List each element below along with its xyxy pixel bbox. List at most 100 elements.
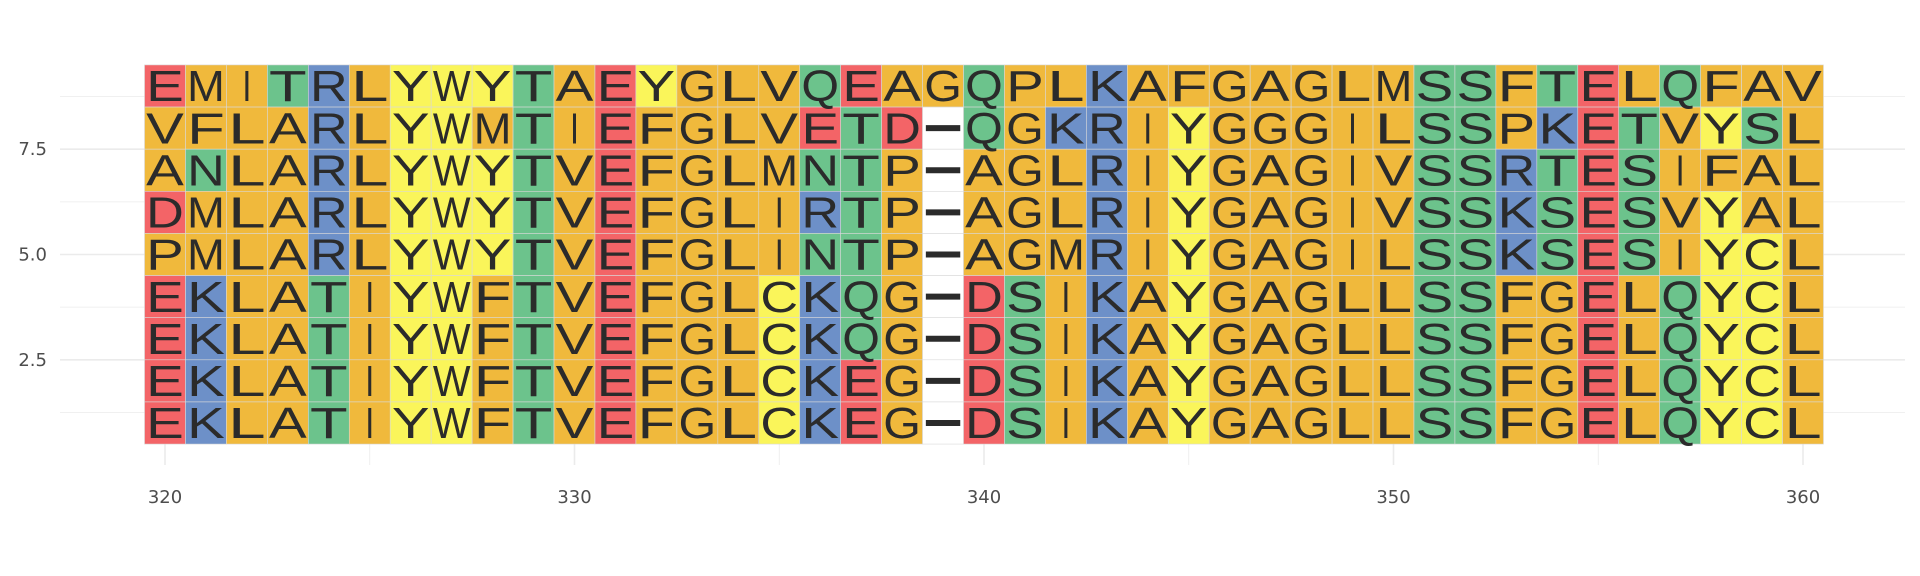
residue-letter: Y: [474, 146, 512, 195]
residue-letter: G: [1293, 273, 1331, 322]
residue-letter: S: [1457, 357, 1495, 406]
residue-letter: K: [1047, 104, 1085, 153]
residue-letter: S: [1457, 399, 1495, 448]
residue-tile: [430, 233, 473, 276]
residue-tile: [1454, 106, 1497, 150]
residue-letter: I: [1061, 273, 1070, 322]
residue-letter: P: [883, 146, 921, 195]
gap-mark: [925, 167, 961, 174]
residue-letter: K: [187, 273, 225, 322]
residue-tile: [1086, 106, 1128, 150]
residue-tile: [1782, 191, 1824, 234]
residue-tile: [430, 148, 473, 192]
residue-tile: [1045, 106, 1087, 150]
residue-tile: [512, 64, 555, 108]
residue-letter: G: [1538, 399, 1576, 448]
residue-tile: [512, 401, 555, 445]
residue-tile: [471, 148, 514, 192]
residue-letter: Y: [1170, 399, 1208, 448]
residue-tile: [676, 148, 719, 192]
residue-letter: R: [1088, 104, 1126, 153]
residue-letter: A: [1129, 315, 1167, 364]
residue-letter: F: [1498, 273, 1536, 322]
residue-letter: G: [1211, 104, 1249, 153]
residue-tile: [1045, 401, 1087, 445]
residue-tile: [963, 233, 1005, 276]
residue-letter: T: [310, 315, 348, 364]
residue-letter: V: [1375, 189, 1413, 238]
residue-tile: [594, 317, 637, 361]
residue-letter: Y: [392, 399, 430, 448]
residue-letter: G: [679, 399, 717, 448]
residue-tile: [1004, 148, 1046, 192]
residue-letter: T: [1620, 104, 1658, 153]
residue-tile: [594, 233, 637, 276]
residue-letter: E: [1579, 231, 1617, 280]
residue-letter: G: [1006, 189, 1044, 238]
residue-letter: G: [1211, 357, 1249, 406]
residue-tile: [717, 148, 760, 192]
residue-letter: L: [1784, 315, 1822, 364]
residue-letter: E: [1579, 399, 1617, 448]
residue-tile: [308, 401, 350, 445]
residue-letter: S: [1743, 104, 1781, 153]
residue-letter: A: [965, 146, 1003, 195]
gap-mark: [925, 293, 961, 300]
residue-letter: E: [597, 104, 635, 153]
residue-letter: T: [310, 399, 348, 448]
residue-tile: [389, 317, 432, 361]
residue-letter: R: [1088, 146, 1126, 195]
residue-letter: Y: [474, 189, 512, 238]
residue-letter: G: [679, 62, 717, 111]
residue-tile: [267, 64, 309, 108]
residue-letter: A: [1129, 399, 1167, 448]
residue-letter: S: [1006, 273, 1044, 322]
residue-letter: F: [474, 357, 512, 406]
residue-letter: K: [1498, 189, 1536, 238]
residue-tile: [1577, 359, 1620, 403]
residue-letter: Y: [392, 273, 430, 322]
residue-letter: S: [1457, 104, 1495, 153]
residue-letter: K: [1088, 399, 1126, 448]
residue-letter: C: [760, 315, 798, 364]
residue-letter: R: [310, 231, 348, 280]
residue-tile: [758, 359, 801, 403]
residue-letter: L: [1784, 189, 1822, 238]
residue-letter: G: [1006, 231, 1044, 280]
residue-tile: [1004, 191, 1046, 234]
residue-letter: G: [1538, 315, 1576, 364]
residue-tile: [717, 64, 760, 108]
residue-letter: R: [310, 189, 348, 238]
residue-tile: [594, 359, 637, 403]
residue-letter: Y: [474, 231, 512, 280]
residue-letter: S: [1416, 62, 1454, 111]
residue-letter: L: [1620, 315, 1658, 364]
residue-letter: I: [242, 62, 251, 111]
residue-letter: Q: [965, 62, 1003, 111]
residue-tile: [963, 359, 1005, 403]
residue-letter: F: [638, 357, 676, 406]
residue-tile: [676, 106, 719, 150]
residue-letter: T: [1538, 146, 1576, 195]
residue-tile: [389, 191, 432, 234]
residue-tile: [1167, 359, 1210, 403]
residue-letter: L: [719, 315, 757, 364]
residue-tile: [758, 401, 801, 445]
residue-tile: [963, 106, 1005, 150]
residue-letter: S: [1416, 231, 1454, 280]
residue-letter: T: [515, 399, 553, 448]
y-tick-label: 5.0: [18, 245, 47, 266]
residue-letter: E: [842, 399, 880, 448]
residue-letter: K: [801, 273, 839, 322]
residue-letter: G: [1293, 62, 1331, 111]
residue-letter: M: [187, 231, 225, 280]
residue-tile: [840, 233, 882, 276]
residue-tile: [471, 233, 514, 276]
residue-tile: [1577, 275, 1620, 318]
residue-tile: [1331, 317, 1374, 361]
residue-letter: A: [269, 357, 307, 406]
x-tick-label: 360: [1786, 487, 1820, 508]
residue-tile: [471, 317, 514, 361]
residue-letter: T: [515, 357, 553, 406]
residue-letter: Y: [392, 357, 430, 406]
